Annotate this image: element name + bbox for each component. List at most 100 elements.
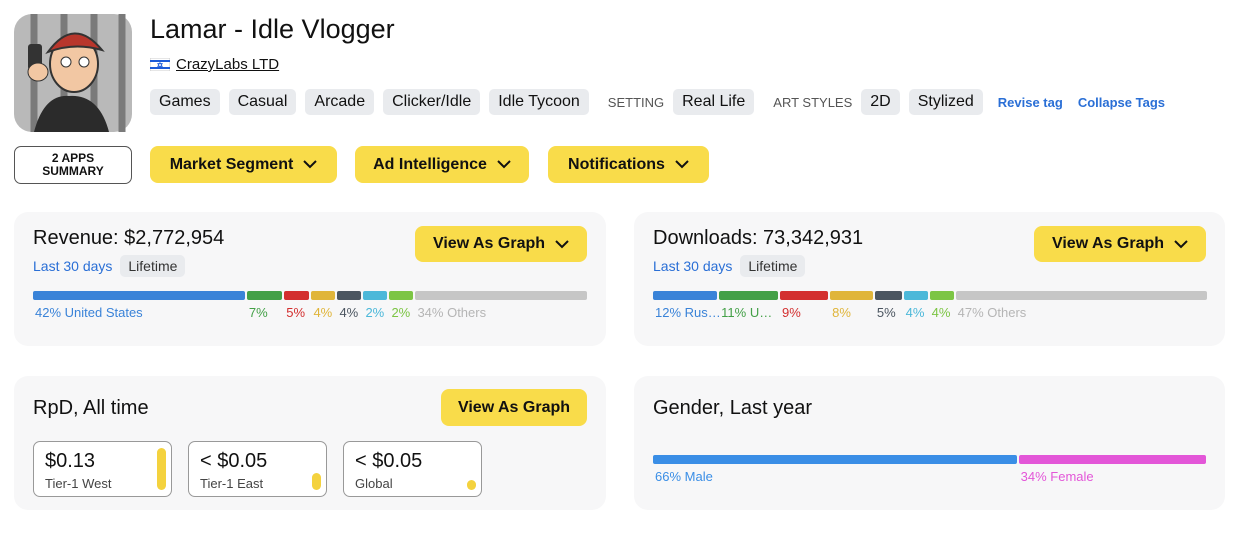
- segment-label: 4%: [905, 305, 925, 320]
- chevron: [675, 160, 689, 169]
- segment-label: 11% U…: [721, 305, 773, 320]
- menu-label: Ad Intelligence: [373, 155, 487, 173]
- segment-label: 7%: [248, 305, 268, 320]
- revise-link[interactable]: Revise tag: [997, 94, 1063, 110]
- rpd-box: < $0.05 Tier-1 East: [188, 441, 327, 497]
- bar-segment: 2%: [389, 291, 414, 320]
- tag[interactable]: 2D: [861, 89, 900, 115]
- period-tab[interactable]: Lifetime: [120, 255, 186, 277]
- rpd-indicator: [157, 448, 166, 490]
- rpd-indicator: [467, 479, 476, 490]
- app-icon: [14, 14, 132, 132]
- period-tab[interactable]: Last 30 days: [33, 258, 113, 274]
- bar-segment: 4%: [929, 291, 954, 320]
- period-tabs: Last 30 days Lifetime: [653, 255, 806, 277]
- menu-button[interactable]: Market Segment: [150, 146, 337, 183]
- segment-label: 47% Others: [957, 305, 1027, 320]
- bar-segment: 5%: [874, 291, 902, 320]
- segment-label: 5%: [876, 305, 896, 320]
- view-graph-button[interactable]: View As Graph: [1034, 226, 1206, 262]
- revenue-card: Revenue: $2,772,954 View As Graph Last 30 …: [14, 212, 606, 346]
- period-tab[interactable]: Last 30 days: [653, 258, 733, 274]
- period-tab[interactable]: Lifetime: [740, 255, 806, 277]
- segment-label: 5%: [286, 305, 306, 320]
- segment-label: 12% Rus…: [655, 305, 721, 320]
- view-graph-button[interactable]: View As Graph: [441, 389, 587, 426]
- bar-segment: 7%: [246, 291, 283, 320]
- bar-segment: 4%: [311, 291, 336, 320]
- bar-segment: 66% Male: [653, 455, 1017, 484]
- button-label: View As Graph: [457, 398, 571, 416]
- segment-label: 9%: [782, 305, 801, 320]
- downloads-card: Downloads: 73,342,931 View As Graph Last 3…: [634, 212, 1225, 346]
- rpd-value: $0.13: [45, 450, 96, 472]
- rpd-region: Global: [355, 476, 393, 491]
- tag[interactable]: Real Life: [673, 89, 755, 115]
- tag[interactable]: Games: [150, 89, 220, 115]
- menu-button[interactable]: Notifications: [548, 146, 709, 183]
- button-label: View As Graph: [1051, 235, 1165, 252]
- stacked-bar: 12% Rus… 11% U… 9% 8% 5% 4% 4% 47% Others: [653, 291, 1207, 320]
- segment-label: 2%: [365, 305, 385, 320]
- bar-segment: 47% Others: [955, 291, 1207, 320]
- rpd-indicator: [312, 473, 321, 490]
- stacked-bar: 66% Male 34% Female: [653, 455, 1206, 484]
- segment-label: 4%: [931, 305, 951, 320]
- segment-label: 4%: [313, 305, 333, 320]
- collapse-link[interactable]: Collapse Tags: [1077, 94, 1165, 110]
- tag[interactable]: Clicker/Idle: [383, 89, 481, 115]
- view-graph-button[interactable]: View As Graph: [415, 226, 587, 262]
- segment-label: 42% United States: [35, 305, 143, 320]
- card-title: Revenue: $2,772,954: [33, 227, 225, 249]
- bar-segment: 34% Others: [415, 291, 587, 320]
- developer[interactable]: CrazyLabs LTD: [150, 56, 279, 73]
- rpd-region: Tier-1 West: [45, 476, 112, 491]
- rpd-region: Tier-1 East: [200, 476, 264, 491]
- summary-button[interactable]: 2 APPS SUMMARY: [14, 146, 132, 184]
- rpd-box: < $0.05 Global: [343, 441, 482, 497]
- chevron: [497, 160, 511, 169]
- card-title: Downloads: 73,342,931: [653, 227, 864, 249]
- bar-segment: 2%: [363, 291, 388, 320]
- menu-label: Market Segment: [169, 155, 294, 173]
- bar-segment: 11% U…: [719, 291, 778, 320]
- summary-line: SUMMARY: [42, 164, 104, 178]
- bar-segment: 42% United States: [33, 291, 245, 320]
- segment-label: 4%: [339, 305, 359, 320]
- tag[interactable]: Idle Tycoon: [489, 89, 589, 115]
- tag[interactable]: Arcade: [305, 89, 375, 115]
- period-tabs: Last 30 days Lifetime: [33, 255, 186, 277]
- summary-line: 2 APPS: [51, 151, 95, 165]
- bar-segment: 9%: [780, 291, 829, 320]
- tags: Games Casual Arcade Clicker/Idle Idle Tycoon…: [150, 89, 1165, 115]
- card-title: Gender, Last year: [653, 397, 812, 419]
- card-title: RpD, All time: [33, 397, 149, 419]
- developer-name[interactable]: CrazyLabs LTD: [176, 56, 280, 73]
- chevron: [1174, 239, 1188, 248]
- bar-segment: 34% Female: [1018, 455, 1206, 484]
- rpd-value: < $0.05: [355, 450, 423, 472]
- segment-label: 66% Male: [655, 469, 713, 484]
- chevron: [555, 239, 569, 248]
- menu-button[interactable]: Ad Intelligence: [355, 146, 529, 183]
- bar-segment: 8%: [830, 291, 873, 320]
- gender-card: Gender, Last year 66% Male 34% Female: [634, 376, 1225, 510]
- tag[interactable]: Casual: [228, 89, 297, 115]
- tag-group-label: SETTING: [607, 94, 665, 110]
- flag: [150, 58, 170, 71]
- app-title: Lamar - Idle Vlogger: [150, 14, 395, 44]
- segment-label: 8%: [832, 305, 851, 320]
- bar-segment: 12% Rus…: [653, 291, 721, 320]
- chevron: [303, 160, 318, 169]
- button-label: View As Graph: [432, 235, 546, 252]
- rpd-card: RpD, All time View As Graph $0.13 Tier-1 We…: [14, 376, 606, 510]
- rpd-box: $0.13 Tier-1 West: [33, 441, 172, 497]
- rpd-value: < $0.05: [200, 450, 268, 472]
- stacked-bar: 42% United States 7% 5% 4% 4% 2% 2% 34% Others: [33, 291, 587, 320]
- bar-segment: 5%: [284, 291, 310, 320]
- bar-segment: 4%: [903, 291, 928, 320]
- menu-label: Notifications: [568, 155, 665, 173]
- tag[interactable]: Stylized: [908, 89, 983, 115]
- bar-segment: 4%: [337, 291, 362, 320]
